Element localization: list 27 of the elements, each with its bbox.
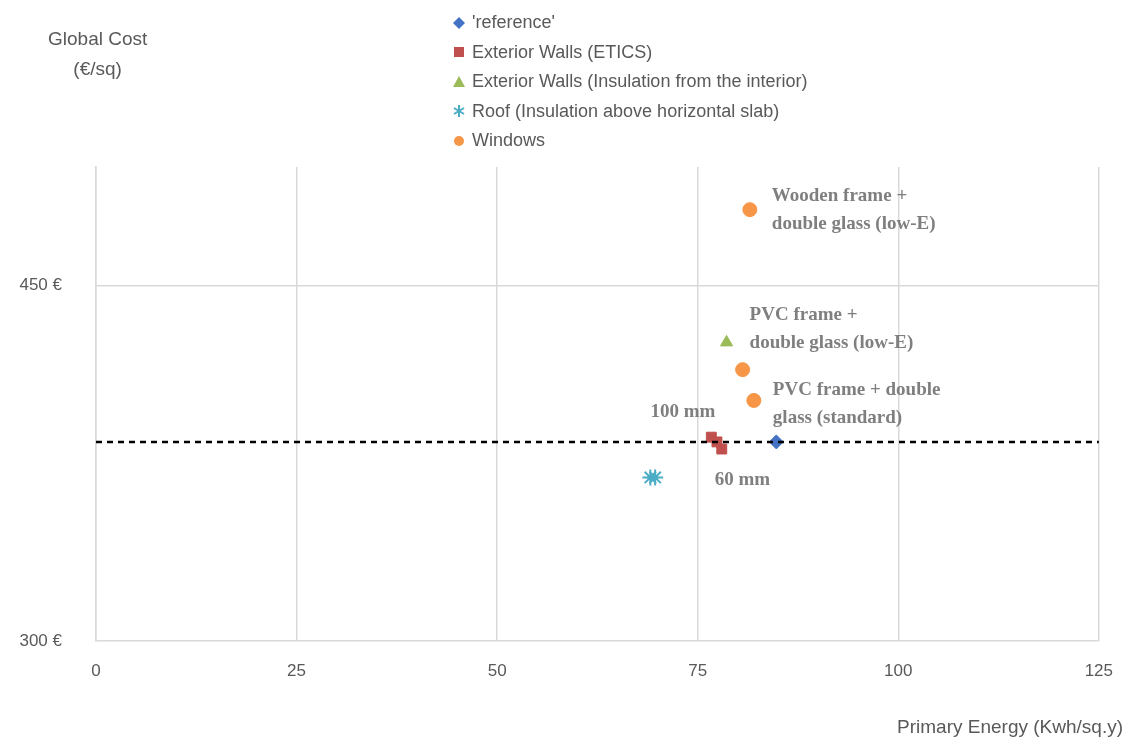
- legend-label: Exterior Walls (Insulation from the interior): [472, 70, 808, 93]
- annotation: PVC frame + double glass (standard): [772, 378, 941, 429]
- point: [746, 392, 762, 408]
- x-tick-label: 100: [884, 660, 913, 680]
- legend-label: 'reference': [472, 11, 555, 34]
- x-tick-label: 75: [688, 660, 708, 680]
- x-tick-label: 0: [91, 660, 101, 680]
- y-axis-title: Global Cost (€/sq): [48, 27, 148, 81]
- annotation: 60 mm: [714, 467, 771, 489]
- point: [720, 334, 734, 347]
- x-tick-label: 50: [487, 660, 507, 680]
- annotation: Wooden frame + double glass (low-E): [771, 183, 936, 234]
- annotation: 100 mm: [650, 400, 716, 422]
- legend-label: Exterior Walls (ETICS): [472, 40, 653, 64]
- legend-label: Roof (Insulation above horizontal slab): [472, 99, 780, 123]
- y-tick-label: 450 €: [19, 275, 63, 295]
- point: [716, 443, 728, 455]
- x-tick-label: 125: [1084, 660, 1114, 680]
- y-tick-label: 300 €: [19, 630, 63, 650]
- annotation: PVC frame + double glass (low-E): [749, 302, 914, 353]
- x-tick-label: 25: [287, 660, 307, 680]
- legend-label: Windows: [472, 129, 546, 152]
- point: [641, 468, 660, 487]
- point: [735, 362, 751, 378]
- point: [742, 202, 758, 218]
- x-axis-title: Primary Energy (Kwh/sq.y): [897, 716, 1123, 738]
- point: [646, 468, 665, 487]
